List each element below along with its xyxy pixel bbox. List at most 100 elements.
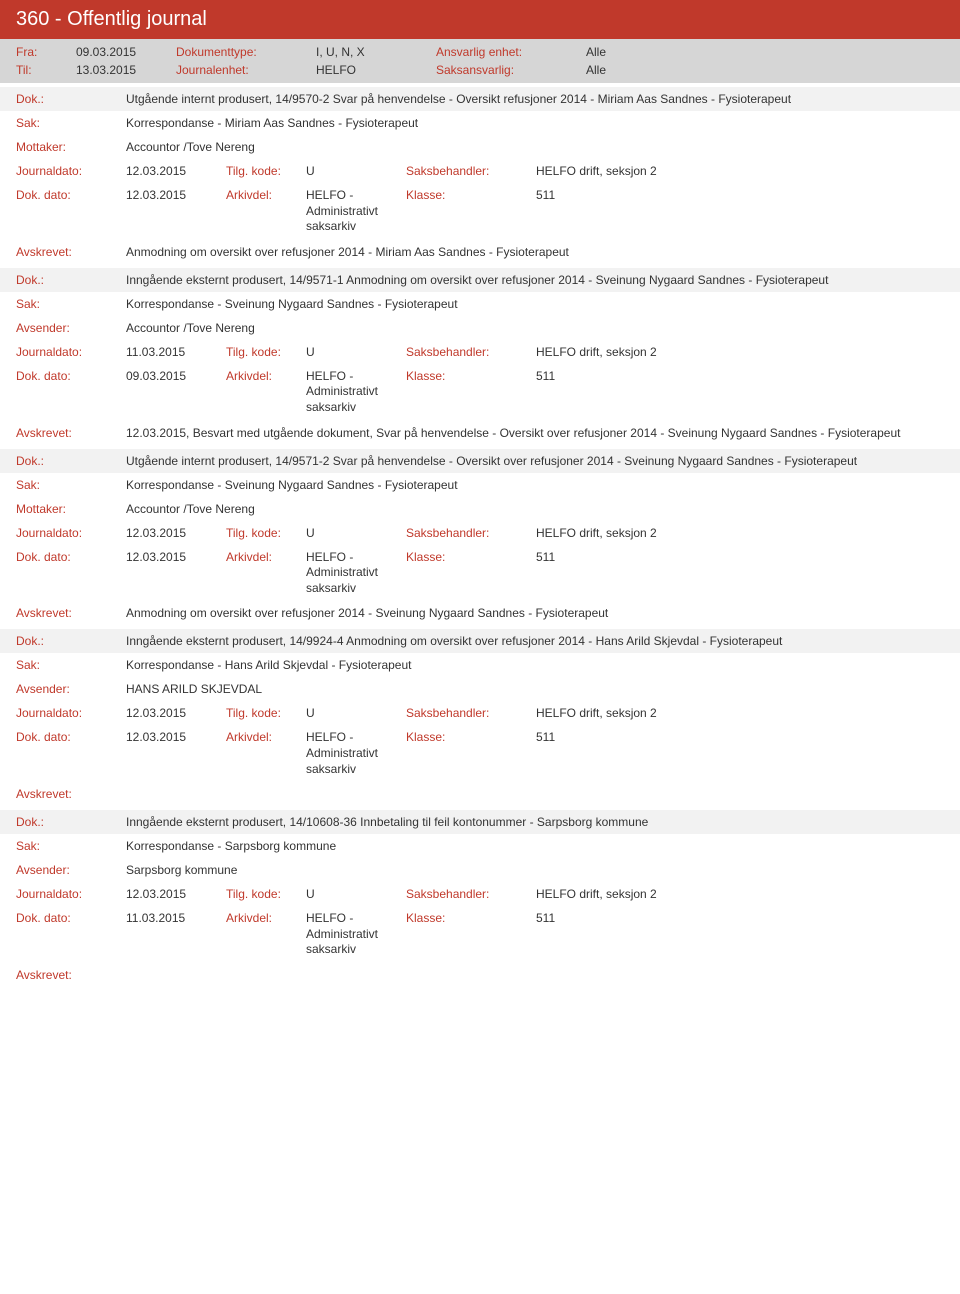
journaldato-label: Journaldato: <box>16 164 126 178</box>
klasse-label: Klasse: <box>406 730 536 777</box>
dokdato-value: 12.03.2015 <box>126 730 226 777</box>
dokdato-row: Dok. dato: 09.03.2015 Arkivdel: HELFO - … <box>0 364 960 421</box>
klasse-value: 511 <box>536 369 736 416</box>
journal-entry: Dok.: Inngående eksternt produsert, 14/1… <box>0 810 960 987</box>
avskrevet-value: Anmodning om oversikt over refusjoner 20… <box>126 245 944 259</box>
avskrevet-row: Avskrevet: <box>0 782 960 806</box>
party-value: Sarpsborg kommune <box>126 863 944 877</box>
saksbehandler-value: HELFO drift, seksjon 2 <box>536 526 736 540</box>
klasse-value: 511 <box>536 188 736 235</box>
arkivdel-value: HELFO - Administrativt saksarkiv <box>306 911 406 958</box>
fra-label: Fra: <box>16 45 76 59</box>
dok-row: Dok.: Utgående internt produsert, 14/957… <box>0 87 960 111</box>
journal-entry: Dok.: Inngående eksternt produsert, 14/9… <box>0 629 960 806</box>
saksbehandler-label: Saksbehandler: <box>406 164 536 178</box>
ansvarlig-value: Alle <box>586 45 726 59</box>
party-row: Mottaker: Accountor /Tove Nereng <box>0 135 960 159</box>
dokdato-label: Dok. dato: <box>16 188 126 235</box>
saksansvarlig-value: Alle <box>586 63 726 77</box>
dokdato-value: 11.03.2015 <box>126 911 226 958</box>
saksbehandler-label: Saksbehandler: <box>406 345 536 359</box>
journal-entry: Dok.: Utgående internt produsert, 14/957… <box>0 449 960 626</box>
dokdato-label: Dok. dato: <box>16 550 126 597</box>
avskrevet-label: Avskrevet: <box>16 426 126 440</box>
dok-value: Utgående internt produsert, 14/9570-2 Sv… <box>126 92 944 106</box>
journaldato-label: Journaldato: <box>16 345 126 359</box>
party-value: Accountor /Tove Nereng <box>126 502 944 516</box>
til-value: 13.03.2015 <box>76 63 176 77</box>
klasse-value: 511 <box>536 911 736 958</box>
journaldato-row: Journaldato: 11.03.2015 Tilg. kode: U Sa… <box>0 340 960 364</box>
tilgkode-label: Tilg. kode: <box>226 164 306 178</box>
dokdato-label: Dok. dato: <box>16 369 126 416</box>
arkivdel-label: Arkivdel: <box>226 188 306 235</box>
avskrevet-label: Avskrevet: <box>16 245 126 259</box>
klasse-value: 511 <box>536 550 736 597</box>
arkivdel-value: HELFO - Administrativt saksarkiv <box>306 730 406 777</box>
tilgkode-value: U <box>306 164 406 178</box>
page-title: 360 - Offentlig journal <box>16 8 207 30</box>
entries-container: Dok.: Utgående internt produsert, 14/957… <box>0 87 960 987</box>
party-label: Avsender: <box>16 682 126 696</box>
sak-label: Sak: <box>16 478 126 492</box>
party-row: Avsender: HANS ARILD SKJEVDAL <box>0 677 960 701</box>
dokdato-row: Dok. dato: 12.03.2015 Arkivdel: HELFO - … <box>0 183 960 240</box>
sak-value: Korrespondanse - Sarpsborg kommune <box>126 839 944 853</box>
fra-value: 09.03.2015 <box>76 45 176 59</box>
dok-row: Dok.: Inngående eksternt produsert, 14/9… <box>0 268 960 292</box>
journaldato-value: 12.03.2015 <box>126 526 226 540</box>
avskrevet-row: Avskrevet: <box>0 963 960 987</box>
party-value: HANS ARILD SKJEVDAL <box>126 682 944 696</box>
party-value: Accountor /Tove Nereng <box>126 321 944 335</box>
dok-value: Inngående eksternt produsert, 14/9924-4 … <box>126 634 944 648</box>
journaldato-value: 11.03.2015 <box>126 345 226 359</box>
journaldato-label: Journaldato: <box>16 887 126 901</box>
dok-value: Inngående eksternt produsert, 14/10608-3… <box>126 815 944 829</box>
klasse-label: Klasse: <box>406 550 536 597</box>
tilgkode-label: Tilg. kode: <box>226 526 306 540</box>
sak-row: Sak: Korrespondanse - Sveinung Nygaard S… <box>0 292 960 316</box>
saksbehandler-label: Saksbehandler: <box>406 887 536 901</box>
avskrevet-label: Avskrevet: <box>16 606 126 620</box>
avskrevet-value: Anmodning om oversikt over refusjoner 20… <box>126 606 944 620</box>
saksbehandler-value: HELFO drift, seksjon 2 <box>536 164 736 178</box>
ansvarlig-label: Ansvarlig enhet: <box>436 45 586 59</box>
journalenhet-value: HELFO <box>316 63 436 77</box>
sak-value: Korrespondanse - Hans Arild Skjevdal - F… <box>126 658 944 672</box>
dok-value: Utgående internt produsert, 14/9571-2 Sv… <box>126 454 944 468</box>
dok-label: Dok.: <box>16 92 126 106</box>
arkivdel-label: Arkivdel: <box>226 730 306 777</box>
sak-label: Sak: <box>16 116 126 130</box>
saksansvarlig-label: Saksansvarlig: <box>436 63 586 77</box>
klasse-label: Klasse: <box>406 188 536 235</box>
tilgkode-label: Tilg. kode: <box>226 887 306 901</box>
tilgkode-value: U <box>306 706 406 720</box>
sak-row: Sak: Korrespondanse - Hans Arild Skjevda… <box>0 653 960 677</box>
arkivdel-value: HELFO - Administrativt saksarkiv <box>306 369 406 416</box>
sak-label: Sak: <box>16 658 126 672</box>
tilgkode-label: Tilg. kode: <box>226 706 306 720</box>
dok-value: Inngående eksternt produsert, 14/9571-1 … <box>126 273 944 287</box>
journaldato-value: 12.03.2015 <box>126 887 226 901</box>
party-label: Avsender: <box>16 321 126 335</box>
party-label: Mottaker: <box>16 140 126 154</box>
dok-label: Dok.: <box>16 454 126 468</box>
saksbehandler-label: Saksbehandler: <box>406 526 536 540</box>
avskrevet-row: Avskrevet: Anmodning om oversikt over re… <box>0 240 960 264</box>
sak-value: Korrespondanse - Sveinung Nygaard Sandne… <box>126 297 944 311</box>
sak-row: Sak: Korrespondanse - Sarpsborg kommune <box>0 834 960 858</box>
klasse-value: 511 <box>536 730 736 777</box>
tilgkode-value: U <box>306 526 406 540</box>
sak-row: Sak: Korrespondanse - Sveinung Nygaard S… <box>0 473 960 497</box>
journaldato-value: 12.03.2015 <box>126 706 226 720</box>
page-header: 360 - Offentlig journal <box>0 0 960 39</box>
journal-entry: Dok.: Inngående eksternt produsert, 14/9… <box>0 268 960 445</box>
dok-label: Dok.: <box>16 273 126 287</box>
journaldato-row: Journaldato: 12.03.2015 Tilg. kode: U Sa… <box>0 159 960 183</box>
dok-label: Dok.: <box>16 815 126 829</box>
party-label: Mottaker: <box>16 502 126 516</box>
tilgkode-label: Tilg. kode: <box>226 345 306 359</box>
dok-row: Dok.: Inngående eksternt produsert, 14/1… <box>0 810 960 834</box>
dokdato-row: Dok. dato: 11.03.2015 Arkivdel: HELFO - … <box>0 906 960 963</box>
dokdato-value: 12.03.2015 <box>126 188 226 235</box>
